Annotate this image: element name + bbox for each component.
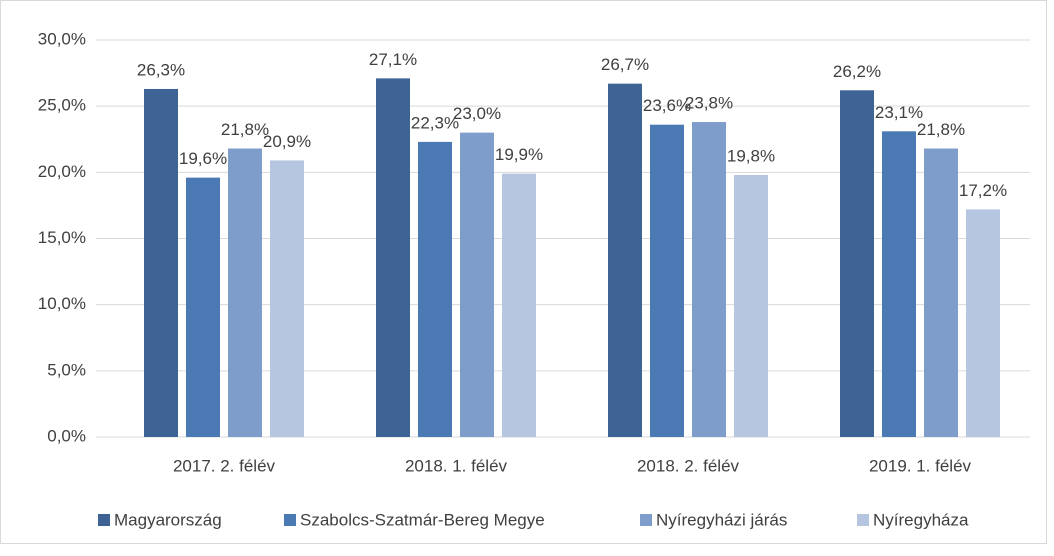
bar — [460, 132, 494, 437]
bar — [228, 148, 262, 437]
y-tick-label: 15,0% — [38, 228, 86, 247]
y-tick-label: 5,0% — [47, 360, 86, 379]
legend-label: Nyíregyháza — [873, 510, 969, 529]
data-label: 23,0% — [453, 104, 501, 123]
data-label: 20,9% — [263, 132, 311, 151]
data-label: 26,7% — [601, 55, 649, 74]
bar — [924, 148, 958, 437]
bar — [692, 122, 726, 438]
data-label: 26,2% — [833, 62, 881, 81]
data-label: 17,2% — [959, 181, 1007, 200]
legend-label: Szabolcs-Szatmár-Bereg Megye — [300, 510, 545, 529]
data-label: 23,6% — [643, 96, 691, 115]
x-tick-label: 2018. 2. félév — [637, 456, 740, 475]
legend-label: Nyíregyházi járás — [656, 510, 787, 529]
data-label: 26,3% — [137, 60, 185, 79]
data-label: 19,6% — [179, 149, 227, 168]
bar — [376, 78, 410, 438]
bar — [144, 88, 178, 438]
legend-swatch — [857, 514, 869, 526]
x-tick-label: 2018. 1. félév — [405, 456, 508, 475]
bar — [608, 83, 642, 438]
bar — [840, 90, 874, 437]
bar — [734, 174, 768, 438]
x-tick-label: 2019. 1. félév — [869, 456, 972, 475]
legend-swatch — [98, 514, 110, 526]
y-tick-label: 20,0% — [38, 162, 86, 181]
bar — [966, 209, 1000, 437]
data-label: 22,3% — [411, 113, 459, 132]
bar — [270, 160, 304, 437]
data-label: 21,8% — [221, 120, 269, 139]
data-label: 19,8% — [727, 146, 775, 165]
legend-swatch — [284, 514, 296, 526]
bar — [502, 173, 536, 437]
bar — [882, 131, 916, 437]
data-label: 19,9% — [495, 145, 543, 164]
legend-swatch — [640, 514, 652, 526]
bar — [650, 124, 684, 438]
y-tick-label: 30,0% — [38, 29, 86, 48]
y-tick-label: 10,0% — [38, 294, 86, 313]
data-label: 23,1% — [875, 103, 923, 122]
data-label: 23,8% — [685, 94, 733, 113]
x-tick-label: 2017. 2. félév — [173, 456, 276, 475]
data-label: 27,1% — [369, 50, 417, 69]
bar — [418, 141, 452, 437]
bar — [186, 177, 220, 438]
data-label: 21,8% — [917, 120, 965, 139]
legend-label: Magyarország — [114, 510, 222, 529]
y-tick-label: 0,0% — [47, 426, 86, 445]
y-tick-label: 25,0% — [38, 96, 86, 115]
